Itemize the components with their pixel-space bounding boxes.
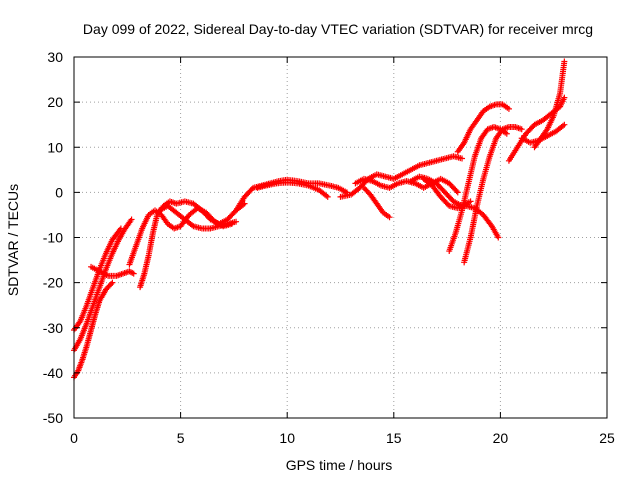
data-point (128, 216, 135, 223)
grid-lines (74, 57, 607, 418)
data-point (459, 155, 466, 162)
data-point (518, 126, 525, 133)
series-track-9 (254, 179, 331, 200)
y-tick-label: 30 (47, 49, 63, 65)
data-points (71, 58, 568, 381)
series-track-11 (352, 175, 461, 196)
data-point (108, 280, 115, 287)
x-tick-label: 20 (493, 430, 509, 446)
data-point (130, 270, 137, 277)
series-track-1 (71, 225, 124, 334)
y-tick-label: -50 (43, 410, 63, 426)
y-tick-label: 10 (47, 139, 63, 155)
y-tick-label: -30 (43, 320, 63, 336)
series-track-7 (156, 202, 240, 232)
series-track-3 (71, 279, 116, 381)
y-tick-label: 20 (47, 94, 63, 110)
data-point (453, 188, 460, 195)
data-point (561, 94, 568, 101)
y-tick-label: -20 (43, 275, 63, 291)
x-tick-label: 25 (599, 430, 615, 446)
data-point (467, 198, 474, 205)
data-point (386, 214, 393, 221)
series-track-6 (126, 205, 235, 268)
series-track-4 (88, 263, 137, 279)
data-point (505, 105, 512, 112)
data-point (109, 279, 116, 286)
x-tick-label: 0 (70, 430, 78, 446)
y-tick-label: -40 (43, 365, 63, 381)
data-point (233, 218, 240, 225)
data-point (454, 189, 461, 196)
data-point (503, 130, 510, 137)
x-axis-label: GPS time / hours (286, 457, 393, 473)
data-point (561, 121, 568, 128)
x-tick-label: 5 (177, 430, 185, 446)
x-tick-label: 15 (386, 430, 402, 446)
chart-title: Day 099 of 2022, Sidereal Day-to-day VTE… (83, 21, 593, 37)
data-point (495, 234, 502, 241)
y-tick-label: 0 (55, 184, 63, 200)
x-tick-label: 10 (279, 430, 295, 446)
series-track-17 (454, 101, 512, 155)
data-point (561, 58, 568, 65)
data-point (324, 193, 331, 200)
axis-ticks: 0 5 10 15 20 25 -50 -40 -30 -20 -10 0 10 20 30 (43, 49, 615, 446)
series-track-20 (518, 121, 568, 146)
y-axis-label: SDTVAR / TECUs (5, 184, 21, 296)
y-tick-label: -10 (43, 230, 63, 246)
series-track-14 (420, 175, 502, 241)
series-track-16 (461, 123, 525, 266)
series-track-12 (360, 184, 393, 221)
